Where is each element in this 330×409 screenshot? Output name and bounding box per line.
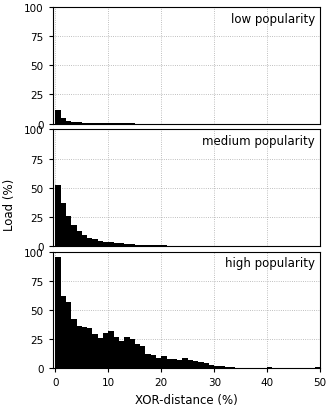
Bar — [61, 203, 66, 246]
Bar — [182, 357, 188, 368]
Bar — [77, 123, 82, 124]
Bar — [198, 362, 204, 368]
Bar — [146, 245, 151, 246]
Text: low popularity: low popularity — [230, 13, 315, 26]
Bar — [66, 302, 71, 368]
Bar — [87, 238, 92, 246]
Bar — [87, 328, 92, 368]
Bar — [140, 245, 146, 246]
Bar — [167, 359, 172, 368]
Bar — [92, 335, 98, 368]
Bar — [119, 244, 124, 246]
Bar — [114, 337, 119, 368]
Bar — [77, 326, 82, 368]
Bar — [55, 258, 61, 368]
Bar — [71, 319, 77, 368]
Bar — [151, 355, 156, 368]
Text: high popularity: high popularity — [225, 256, 315, 270]
Bar — [146, 354, 151, 368]
Bar — [177, 360, 182, 368]
Bar — [98, 241, 103, 246]
Text: medium popularity: medium popularity — [202, 135, 315, 148]
Bar — [71, 225, 77, 246]
Bar — [156, 357, 161, 368]
Bar — [82, 236, 87, 246]
Bar — [108, 243, 114, 246]
Bar — [140, 346, 146, 368]
Bar — [66, 216, 71, 246]
Bar — [209, 364, 214, 368]
Bar — [108, 331, 114, 368]
Bar — [114, 243, 119, 246]
Bar — [124, 337, 130, 368]
Bar — [92, 240, 98, 246]
Bar — [71, 123, 77, 124]
Bar — [55, 110, 61, 124]
Bar — [135, 344, 140, 368]
Bar — [55, 186, 61, 246]
Bar — [98, 338, 103, 368]
Bar — [135, 245, 140, 246]
Bar — [172, 359, 177, 368]
Bar — [61, 296, 66, 368]
Bar — [219, 366, 225, 368]
Bar — [204, 364, 209, 368]
Bar — [103, 242, 108, 246]
Bar — [188, 360, 193, 368]
Bar — [124, 245, 130, 246]
Bar — [61, 119, 66, 124]
Bar — [161, 357, 167, 368]
Bar — [66, 121, 71, 124]
Bar — [225, 367, 230, 368]
Bar — [193, 361, 198, 368]
Bar — [214, 366, 219, 368]
Bar — [103, 333, 108, 368]
Bar — [82, 328, 87, 368]
Bar — [130, 339, 135, 368]
Bar — [119, 342, 124, 368]
X-axis label: XOR-distance (%): XOR-distance (%) — [135, 393, 238, 406]
Text: Load (%): Load (%) — [3, 178, 16, 231]
Bar — [77, 231, 82, 246]
Bar — [130, 245, 135, 246]
